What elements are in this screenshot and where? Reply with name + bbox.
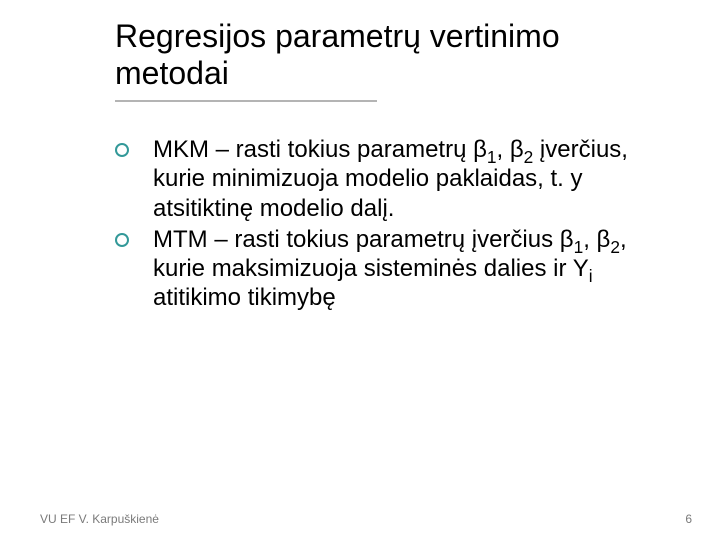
- text-fragment: , β: [497, 136, 524, 163]
- list-item: MTM – rasti tokius parametrų įverčius β1…: [115, 225, 675, 313]
- circle-bullet-icon: [115, 143, 129, 157]
- content-area: MKM – rasti tokius parametrų β1, β2 įver…: [115, 135, 675, 315]
- text-fragment: MKM – rasti tokius parametrų β: [153, 136, 487, 163]
- title-underline: [115, 100, 377, 102]
- subscript: i: [589, 266, 593, 286]
- subscript: 2: [610, 237, 620, 257]
- subscript: 1: [574, 237, 584, 257]
- subscript: 1: [487, 147, 497, 167]
- footer-page-number: 6: [685, 512, 692, 526]
- list-item: MKM – rasti tokius parametrų β1, β2 įver…: [115, 135, 675, 223]
- circle-bullet-icon: [115, 233, 129, 247]
- subscript: 2: [524, 147, 534, 167]
- slide: Regresijos parametrų vertinimo metodai M…: [0, 0, 720, 540]
- text-fragment: atitikimo tikimybę: [153, 284, 336, 311]
- text-fragment: , β: [583, 226, 610, 253]
- footer-author: VU EF V. Karpuškienė: [40, 512, 159, 526]
- bullet-text-2: MTM – rasti tokius parametrų įverčius β1…: [153, 225, 675, 313]
- bullet-text-1: MKM – rasti tokius parametrų β1, β2 įver…: [153, 135, 675, 223]
- slide-title: Regresijos parametrų vertinimo metodai: [115, 18, 675, 92]
- text-fragment: MTM – rasti tokius parametrų įverčius β: [153, 226, 574, 253]
